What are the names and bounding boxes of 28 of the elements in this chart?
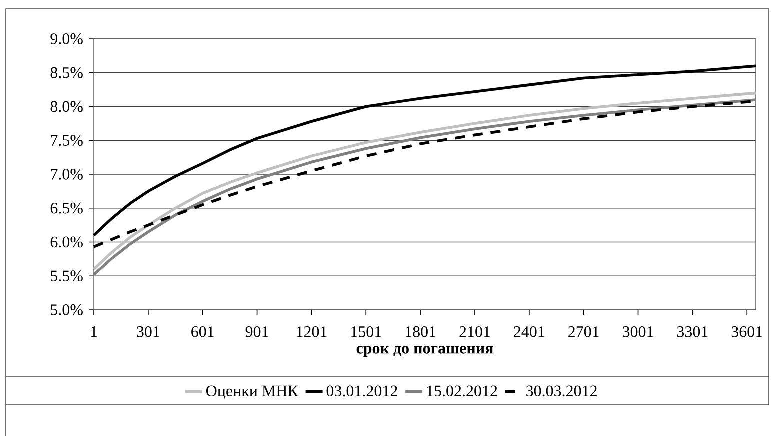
x-tick-label: 3301 — [677, 326, 708, 338]
x-tick-label: 601 — [192, 326, 214, 338]
x-tick-label: 2701 — [568, 326, 599, 338]
x-tick-label: 901 — [246, 326, 268, 338]
y-tick-label: 8.5% — [50, 67, 83, 78]
x-tick-label: 1201 — [297, 326, 327, 338]
y-tick-label: 6.0% — [50, 236, 83, 248]
line-series — [92, 64, 758, 237]
y-tick-label: 7.0% — [51, 169, 83, 180]
legend-label: 03.01.2012 — [326, 386, 398, 397]
x-tick-label: 3601 — [732, 326, 762, 338]
legend-label: 30.03.2012 — [526, 386, 597, 397]
y-tick-label: 6.5% — [50, 202, 83, 214]
y-tick-label: 7.5% — [51, 135, 83, 146]
x-tick-label: 2401 — [514, 326, 544, 338]
x-tick-label: 1 — [91, 326, 98, 338]
y-tick-label: 9.0% — [50, 34, 83, 44]
x-axis-title: срок до погашения — [356, 346, 494, 358]
legend-label: Оценки МНК — [206, 386, 298, 400]
x-tick-label: 1801 — [406, 326, 436, 338]
x-tick-label: 3001 — [623, 326, 654, 338]
x-tick-label: 1501 — [352, 326, 382, 338]
legend-label: 15.02.2012 — [427, 386, 498, 397]
y-tick-label: 8.0% — [50, 101, 83, 112]
x-tick-label: 301 — [137, 326, 160, 338]
y-tick-label: 5.0% — [51, 304, 83, 316]
y-tick-label: 5.5% — [51, 270, 83, 282]
x-tick-label: 2101 — [460, 326, 490, 338]
